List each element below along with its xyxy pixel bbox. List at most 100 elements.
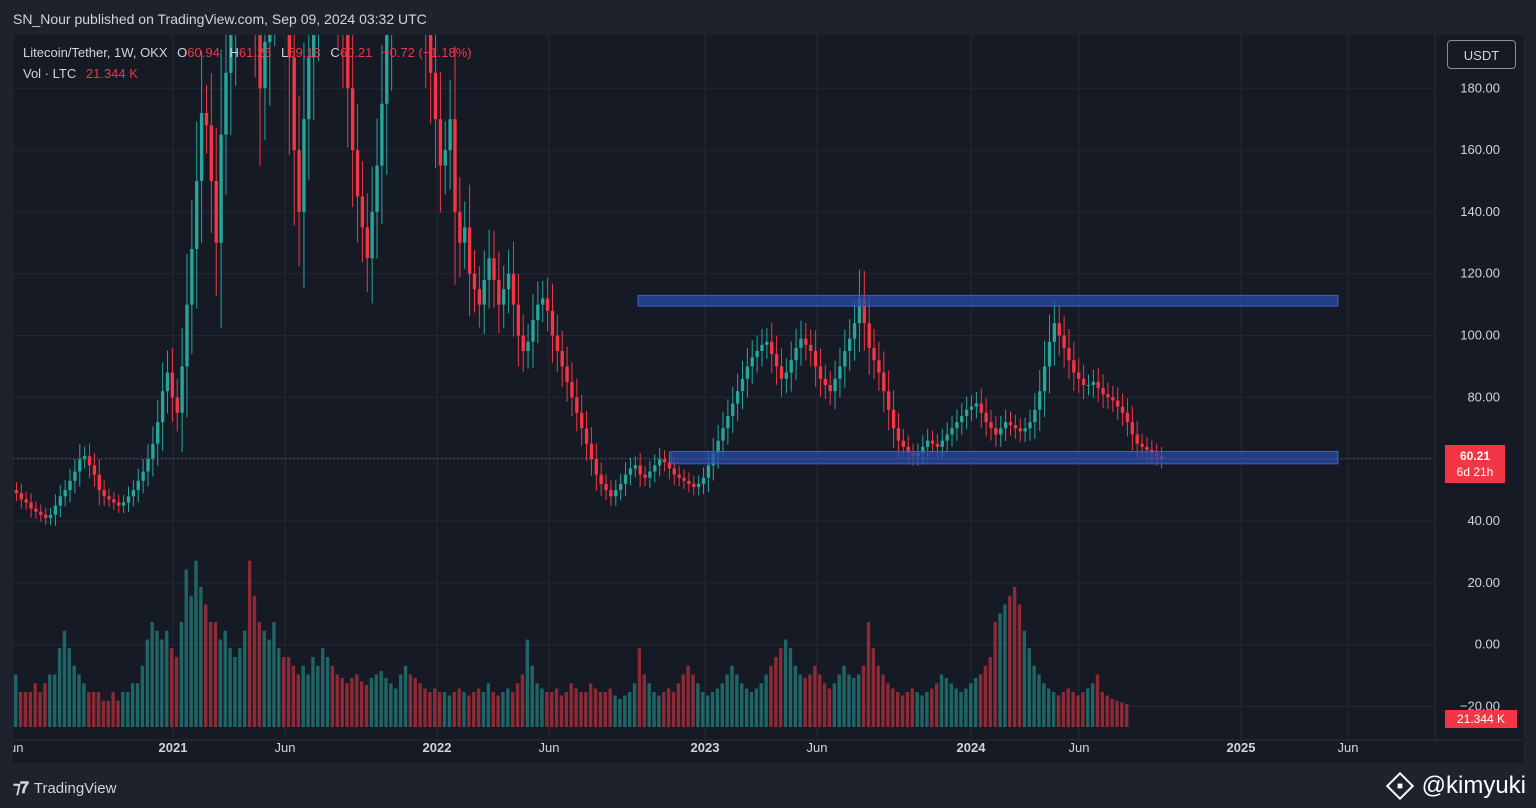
volume-bar xyxy=(340,678,344,727)
volume-bar xyxy=(476,688,481,727)
volume-bar xyxy=(155,630,159,727)
candle-body xyxy=(1062,335,1066,348)
candle-body xyxy=(789,360,793,373)
candle-body xyxy=(448,119,452,151)
currency-button[interactable]: USDT xyxy=(1447,40,1516,69)
volume-bar xyxy=(33,683,37,727)
candle-body xyxy=(1003,422,1008,429)
volume-bar xyxy=(486,683,491,727)
candle-body xyxy=(531,320,535,342)
volume-bar xyxy=(467,695,471,727)
candle-body xyxy=(146,459,150,472)
candle-body xyxy=(1023,428,1027,432)
volume-bar xyxy=(252,595,257,727)
watermark-text: @kimyuki xyxy=(1421,772,1526,799)
candle-body xyxy=(521,335,525,351)
candle-body xyxy=(97,474,101,491)
candle-body xyxy=(696,483,701,487)
candle-body xyxy=(599,474,603,484)
candle-body xyxy=(823,378,828,385)
volume-label[interactable]: Vol · LTC xyxy=(23,66,77,81)
candle-body xyxy=(43,514,48,518)
volume-bar xyxy=(135,683,140,727)
candle-body xyxy=(745,366,750,379)
candle-body xyxy=(302,119,306,212)
chart-area[interactable]: 180.00160.00140.00120.00100.0080.0060.00… xyxy=(13,35,1523,763)
volume-bar xyxy=(545,692,549,727)
candle-body xyxy=(667,462,672,469)
volume-bar xyxy=(662,692,666,727)
volume-bar xyxy=(1125,704,1129,727)
volume-bar xyxy=(973,678,978,727)
volume-bar xyxy=(418,683,422,727)
candle-body xyxy=(740,378,745,392)
candle-body xyxy=(156,422,160,444)
candle-body xyxy=(482,279,486,305)
volume-bar xyxy=(915,692,919,727)
candle-body xyxy=(979,403,983,413)
volume-bar xyxy=(876,665,880,727)
candle-body xyxy=(1130,422,1135,435)
symbol-label[interactable]: Litecoin/Tether, 1W, OKX xyxy=(23,45,168,60)
volume-bar xyxy=(355,674,359,727)
volume-bar xyxy=(593,688,598,727)
volume-bar xyxy=(535,683,539,727)
candle-body xyxy=(1077,372,1081,379)
volume-bar xyxy=(554,688,559,727)
volume-bar xyxy=(62,630,67,727)
candle-body xyxy=(882,372,886,392)
volume-bar xyxy=(857,674,861,727)
candle-body xyxy=(857,298,862,324)
candle-body xyxy=(19,493,23,500)
volume-bar xyxy=(174,657,179,727)
volume-bar xyxy=(262,630,266,727)
volume-bar xyxy=(550,692,554,727)
candle-body xyxy=(82,456,87,460)
candle-body xyxy=(209,125,214,181)
volume-bar xyxy=(871,648,875,727)
volume-bar xyxy=(296,674,300,727)
volume-bar xyxy=(944,678,949,727)
candle-body xyxy=(716,440,720,453)
volume-bar xyxy=(891,688,895,727)
candle-body xyxy=(984,412,988,423)
volume-bar xyxy=(77,674,81,727)
volume-bar xyxy=(257,622,262,727)
volume-bar xyxy=(208,622,213,727)
volume-bar xyxy=(584,692,588,727)
candle-body xyxy=(502,289,506,305)
volume-bar xyxy=(330,665,335,727)
last-price-value: 60.21 xyxy=(1459,449,1491,463)
candle-body xyxy=(794,347,798,361)
candle-body xyxy=(1111,397,1115,401)
volume-bar xyxy=(589,683,593,727)
candle-body xyxy=(438,119,443,166)
volume-bar xyxy=(398,674,403,727)
candle-body xyxy=(643,474,647,478)
volume-bar xyxy=(238,648,242,727)
candle-body xyxy=(867,323,871,348)
candle-body xyxy=(589,443,594,460)
volume-tag: 21.344 K xyxy=(1445,710,1517,728)
tradingview-brand: TradingView xyxy=(33,779,117,797)
tradingview-logo[interactable]: ⁊𝟕 TradingView xyxy=(13,778,116,798)
volume-bar xyxy=(1042,683,1046,727)
volume-bar xyxy=(627,692,632,727)
volume-bar xyxy=(642,674,646,727)
volume-bar xyxy=(681,674,685,727)
volume-bar xyxy=(267,639,271,727)
volume-bar xyxy=(511,692,515,727)
volume-bar xyxy=(389,683,393,727)
volume-bar xyxy=(116,700,120,727)
candle-body xyxy=(195,181,199,249)
candle-body xyxy=(609,490,613,497)
volume-bar xyxy=(442,692,447,727)
y-tick-label: 100.00 xyxy=(1460,328,1500,343)
volume-bar xyxy=(57,648,62,727)
volume-bar xyxy=(779,648,783,727)
volume-bar xyxy=(316,665,320,727)
x-tick-label: Jun xyxy=(275,740,296,755)
volume-bar xyxy=(886,683,890,727)
candlestick-chart[interactable]: 180.00160.00140.00120.00100.0080.0060.00… xyxy=(13,35,1523,763)
volume-bar xyxy=(165,630,169,727)
